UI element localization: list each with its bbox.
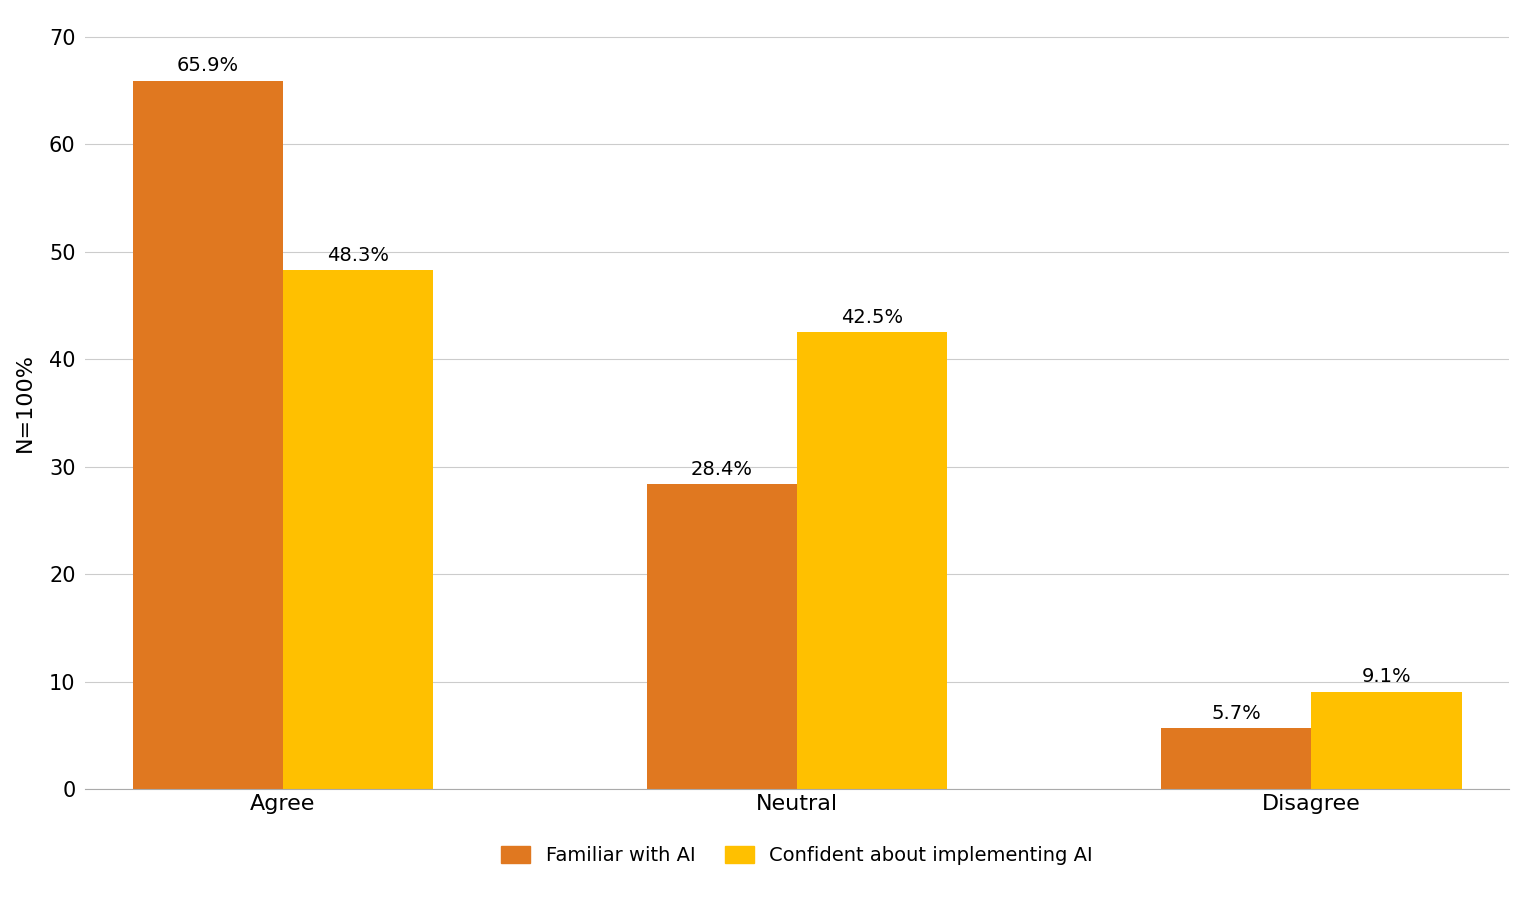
Bar	[797, 333, 948, 790]
Bar	[1161, 728, 1311, 790]
Text: 65.9%: 65.9%	[177, 56, 239, 75]
Bar	[283, 270, 433, 790]
Text: 5.7%: 5.7%	[1212, 703, 1260, 723]
Legend: Familiar with AI, Confident about implementing AI: Familiar with AI, Confident about implem…	[494, 838, 1100, 873]
Text: 28.4%: 28.4%	[690, 460, 753, 478]
Bar	[646, 484, 797, 790]
Bar	[133, 81, 283, 790]
Y-axis label: N=100%: N=100%	[15, 353, 35, 452]
Text: 9.1%: 9.1%	[1361, 667, 1411, 686]
Bar	[1311, 692, 1462, 790]
Text: 48.3%: 48.3%	[328, 245, 389, 265]
Text: 42.5%: 42.5%	[841, 308, 904, 327]
